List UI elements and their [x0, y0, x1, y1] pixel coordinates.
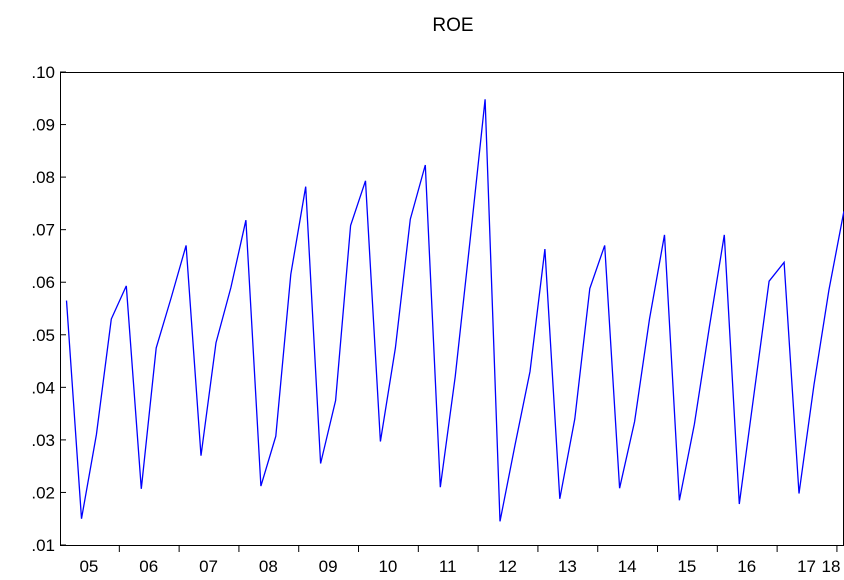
y-tick-label: .02 [31, 483, 55, 502]
y-tick-label: .07 [31, 221, 55, 240]
x-axis: 05 06 07 08 09 10 11 12 13 14 15 16 17 18 [79, 545, 840, 576]
y-tick-label: .05 [31, 326, 55, 345]
y-axis: .01 .02 .03 .04 .05 .06 .07 .08 .09 .10 [31, 63, 66, 555]
x-tick-label: 11 [439, 557, 457, 576]
x-tick-label: 10 [378, 557, 397, 576]
x-tick-label: 08 [259, 557, 278, 576]
y-tick-label: .01 [31, 536, 55, 555]
y-tick-label: .04 [31, 378, 55, 397]
x-tick-label: 06 [139, 557, 158, 576]
x-tick-label: 09 [319, 557, 338, 576]
y-tick-label: .09 [31, 116, 55, 135]
x-tick-label: 13 [558, 557, 577, 576]
series-line-roe [65, 99, 844, 522]
x-tick-label: 18 [822, 557, 841, 576]
x-tick-label: 14 [618, 557, 637, 576]
y-tick-label: .03 [31, 431, 55, 450]
y-tick-label: .06 [31, 273, 55, 292]
x-tick-label: 07 [199, 557, 218, 576]
x-tick-label: 17 [797, 557, 816, 576]
y-tick-label: .08 [31, 168, 55, 187]
x-tick-label: 16 [737, 557, 756, 576]
x-tick-label: 05 [79, 557, 98, 576]
y-tick-label: .10 [31, 63, 55, 82]
plot-frame [60, 72, 844, 546]
x-tick-label: 12 [498, 557, 517, 576]
chart-title: ROE [432, 15, 473, 36]
x-tick-label: 15 [677, 557, 696, 576]
